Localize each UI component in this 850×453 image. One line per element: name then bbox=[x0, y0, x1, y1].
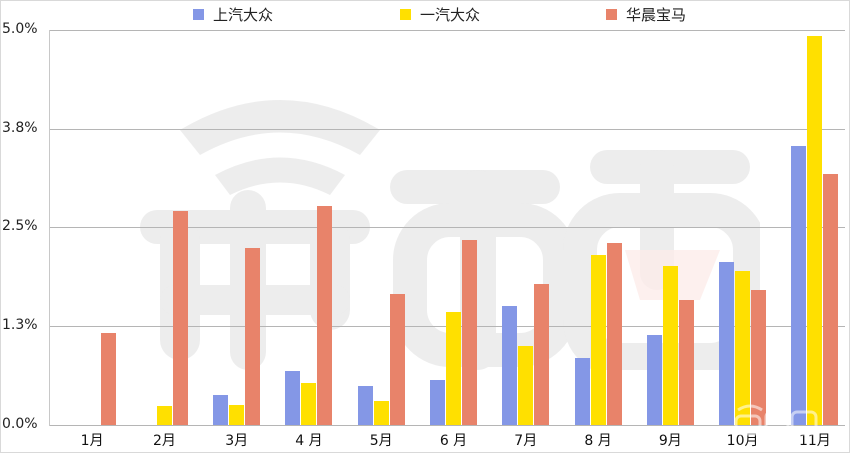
x-tick-label: 10月 bbox=[726, 433, 759, 449]
x-tick-label: 8 月 bbox=[584, 433, 612, 449]
x-axis-line bbox=[50, 425, 845, 426]
plot-area bbox=[50, 30, 845, 425]
y-tick-label: 2.5% bbox=[2, 218, 38, 234]
x-tick-label: 1月 bbox=[80, 433, 104, 449]
bar bbox=[807, 36, 823, 425]
y-tick-label: 3.8% bbox=[2, 120, 38, 136]
legend-item-faw-vw: 一汽大众 bbox=[400, 4, 480, 25]
bar bbox=[590, 255, 606, 425]
bar bbox=[100, 333, 116, 425]
y-tick-label: 5.0% bbox=[2, 21, 38, 37]
gridline bbox=[50, 30, 845, 31]
x-tick-label: 9月 bbox=[658, 433, 682, 449]
gridline bbox=[50, 227, 845, 228]
bar bbox=[229, 405, 245, 425]
bar bbox=[430, 379, 445, 425]
bar bbox=[662, 266, 678, 425]
bar bbox=[172, 210, 188, 425]
legend-item-bmw-brilliance: 华晨宝马 bbox=[606, 4, 686, 25]
bar bbox=[719, 262, 735, 425]
bar bbox=[606, 243, 622, 425]
x-tick-label: 6 月 bbox=[439, 433, 468, 449]
x-tick-label: 5月 bbox=[369, 433, 393, 449]
watermark-small-logo-icon bbox=[734, 404, 818, 436]
x-tick-label: 7月 bbox=[514, 433, 538, 449]
bar bbox=[213, 394, 229, 425]
bar bbox=[446, 312, 461, 425]
bar bbox=[462, 240, 477, 425]
bar bbox=[735, 270, 751, 425]
y-axis-line bbox=[49, 30, 50, 426]
bar bbox=[678, 300, 694, 425]
gridline bbox=[50, 129, 845, 130]
bar bbox=[646, 334, 662, 425]
bar bbox=[245, 248, 261, 425]
bar bbox=[317, 206, 333, 425]
bar bbox=[373, 401, 389, 425]
x-tick-label: 11月 bbox=[798, 433, 831, 449]
bar bbox=[574, 357, 590, 425]
legend-swatch-icon bbox=[400, 9, 411, 20]
legend-label: 一汽大众 bbox=[420, 6, 481, 24]
bar bbox=[285, 371, 301, 425]
legend-item-saic-vw: 上汽大众 bbox=[193, 4, 273, 25]
x-tick-label: 4 月 bbox=[295, 433, 323, 449]
bar bbox=[357, 386, 373, 425]
legend-label: 华晨宝马 bbox=[626, 6, 687, 24]
bar bbox=[301, 383, 317, 425]
legend-label: 上汽大众 bbox=[213, 6, 274, 24]
legend-swatch-icon bbox=[193, 9, 204, 20]
bar bbox=[502, 305, 518, 425]
legend-swatch-icon bbox=[606, 9, 617, 20]
bar bbox=[156, 406, 172, 425]
bar bbox=[534, 284, 550, 425]
bar bbox=[823, 173, 839, 425]
bar bbox=[751, 289, 767, 425]
y-tick-label: 1.3% bbox=[2, 317, 38, 333]
y-tick-label: 0.0% bbox=[2, 416, 38, 432]
bar bbox=[518, 346, 534, 425]
chart-legend: 上汽大众 一汽大众 华晨宝马 bbox=[0, 4, 850, 28]
x-tick-label: 3月 bbox=[225, 433, 249, 449]
bar bbox=[791, 146, 807, 425]
x-tick-label: 2月 bbox=[152, 433, 176, 449]
bar bbox=[389, 293, 405, 425]
